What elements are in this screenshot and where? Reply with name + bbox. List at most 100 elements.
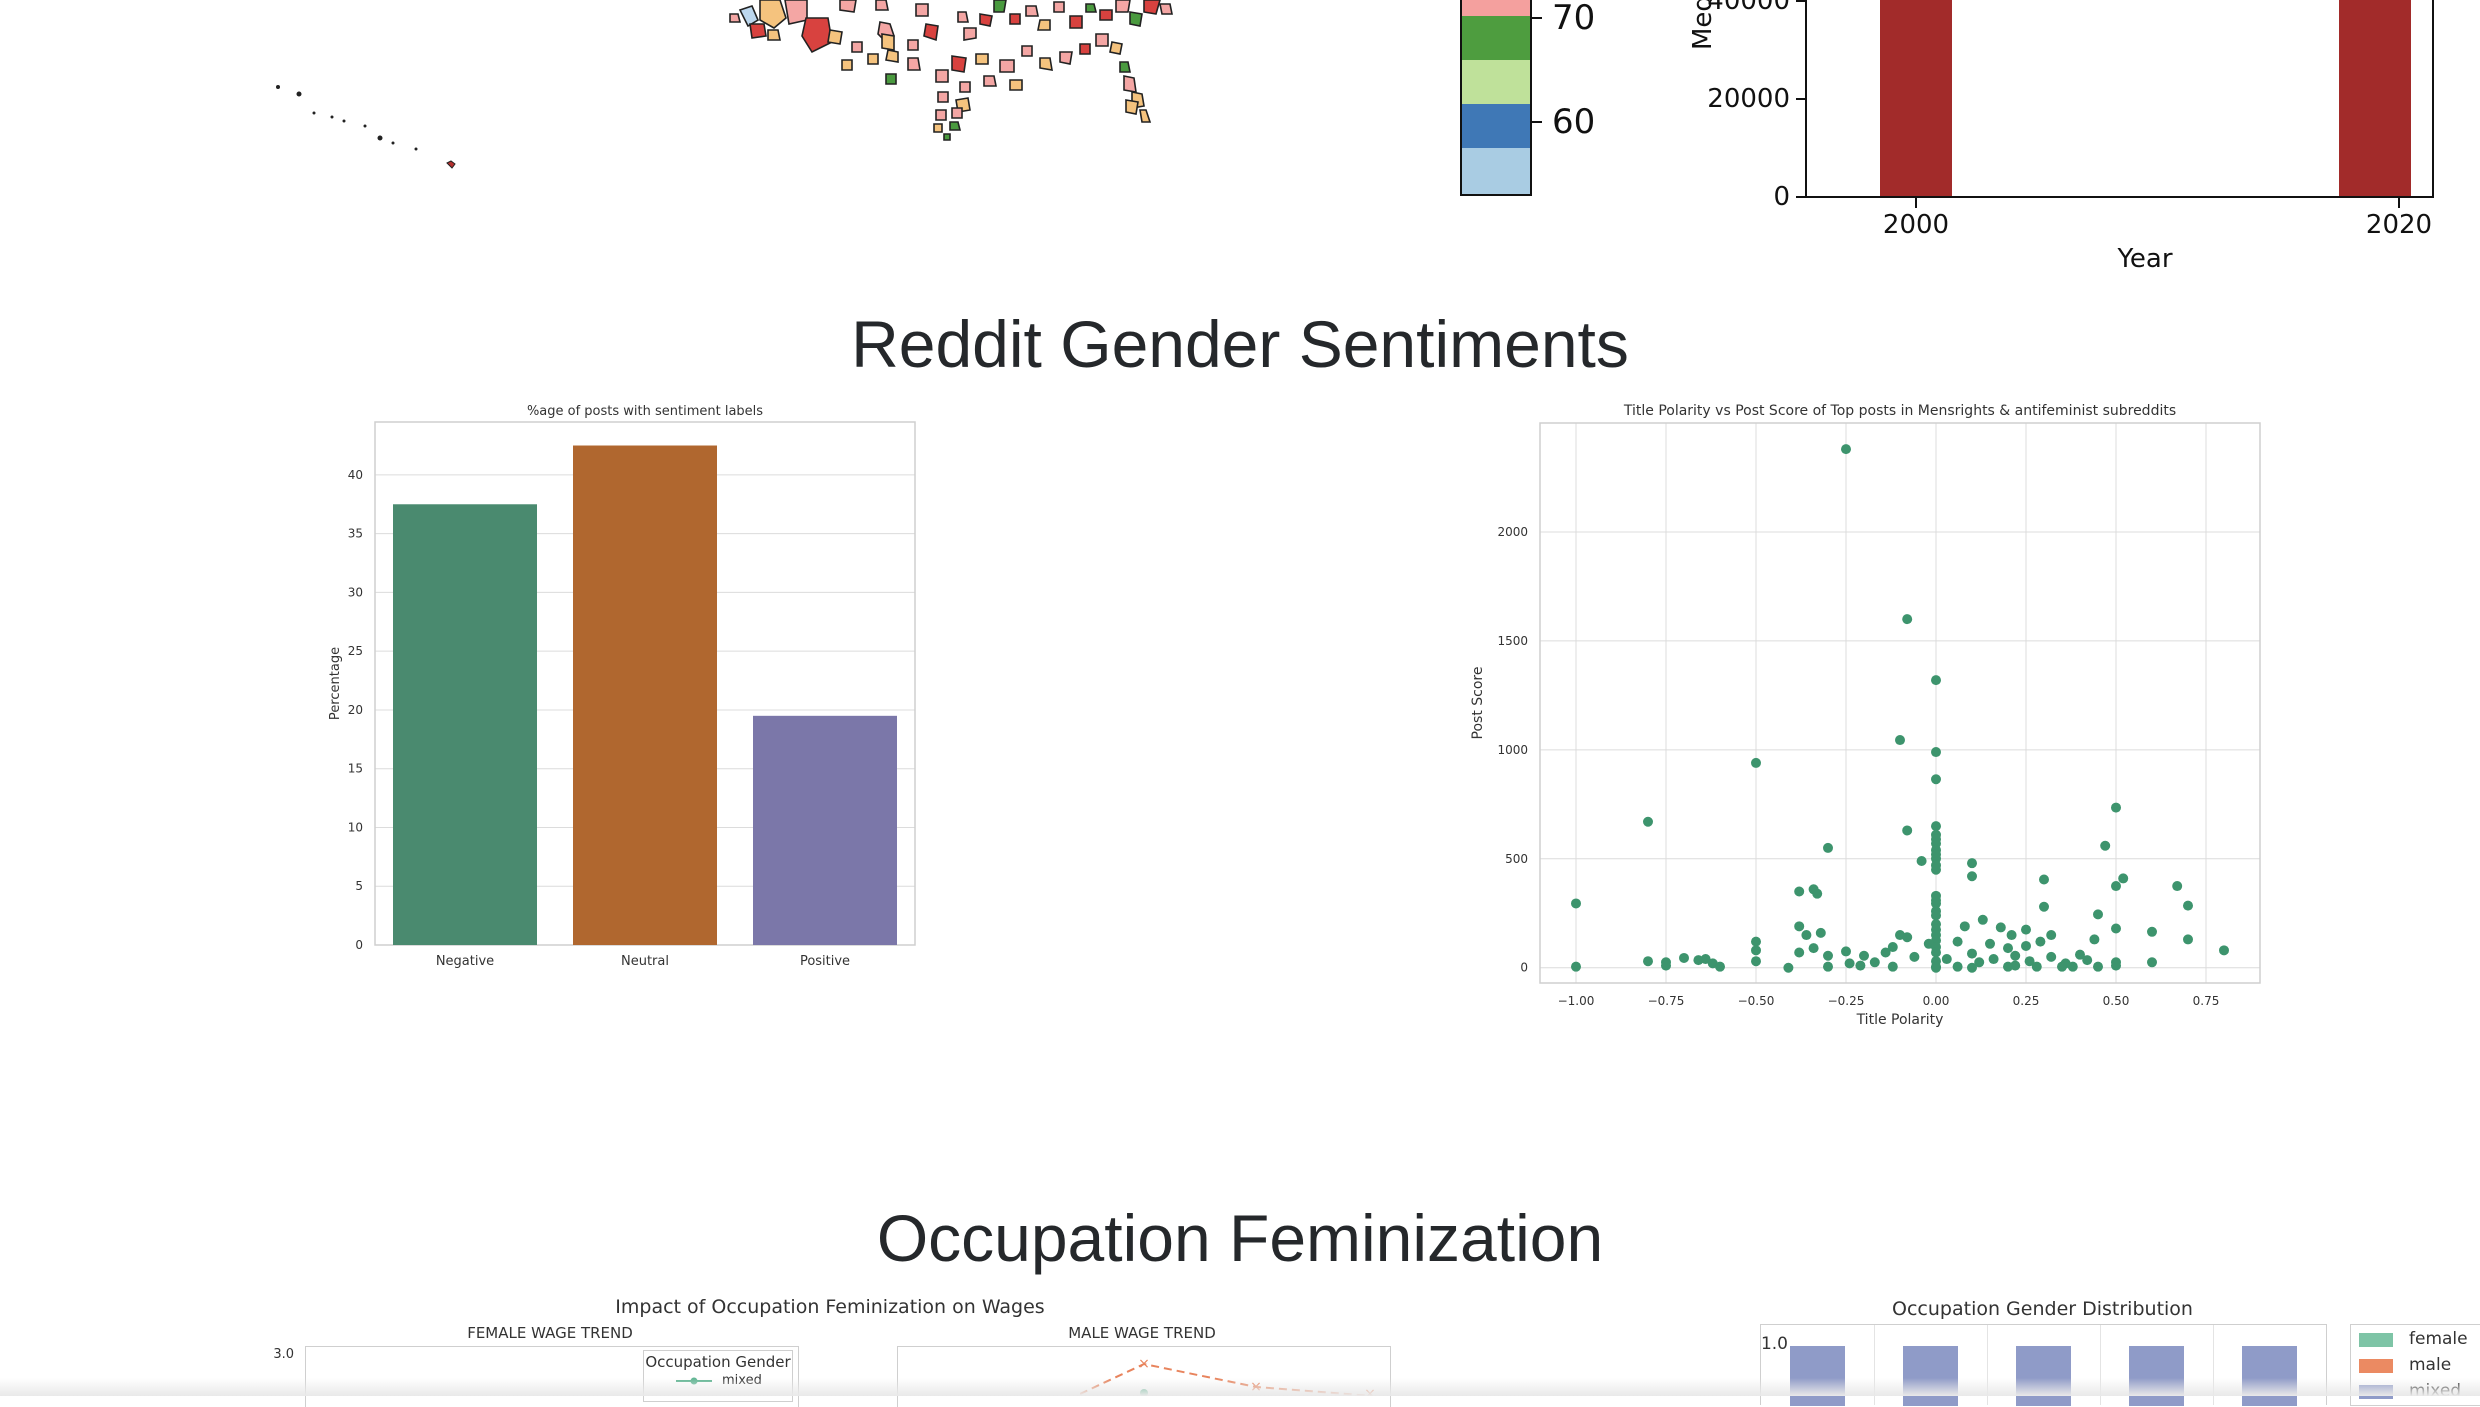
legend-label-male: male [2409, 1355, 2452, 1375]
colorbar-swatch [1462, 148, 1530, 194]
scatter-point [2021, 924, 2031, 935]
us-map-partial [276, 0, 1173, 169]
scatter-point [1931, 947, 1941, 958]
scatter-point [1679, 952, 1689, 963]
scatter-point [1967, 948, 1977, 959]
scatter-point [2111, 881, 2121, 892]
scatter-point [2067, 961, 2078, 972]
bar-chart-xtick: Positive [800, 954, 850, 969]
scatter-point [2183, 900, 2193, 911]
scatter-point [1941, 954, 1952, 965]
scatter-point [2075, 949, 2085, 960]
colorbar-tick-mark [1532, 121, 1542, 123]
legend-item-male: male [2351, 1354, 2480, 1380]
bar-neutral [573, 445, 717, 945]
scatter-ytick: 0 [1520, 961, 1528, 975]
wage-trend-title: Impact of Occupation Feminization on Wag… [615, 1296, 1045, 1318]
bar-chart-ytick: 25 [348, 644, 363, 658]
scatter-point [1812, 888, 1823, 899]
scatter-chart-title: Title Polarity vs Post Score of Top post… [1623, 403, 2176, 419]
occupation-dist-ytick: 1.0 [1760, 1334, 1788, 1354]
scatter-point [1643, 816, 1653, 827]
scatter-point [1571, 898, 1581, 909]
colorbar-swatch [1462, 104, 1530, 148]
scatter-point [2057, 961, 2067, 972]
scatter-xtick: 0.25 [2013, 994, 2040, 1008]
scatter-point [1988, 954, 1999, 965]
scatter-point [1794, 947, 1805, 958]
scatter-point [1931, 821, 1941, 832]
scatter-point [1841, 946, 1851, 957]
scatter-point [1995, 922, 2006, 933]
bar-positive [753, 715, 897, 945]
female-panel-title: FEMALE WAGE TREND [467, 1324, 633, 1342]
scatter-point [1751, 956, 1761, 967]
scatter-point [2006, 930, 2017, 941]
top-bar-xtickmark [1915, 198, 1917, 208]
top-bar-xtick: 2020 [2365, 210, 2433, 240]
bottom-scroll-edge [0, 1378, 2480, 1396]
legend-label-female: female [2409, 1329, 2468, 1349]
top-bar-axes [1805, 0, 2434, 198]
legend-item-female: female [2351, 1328, 2480, 1354]
scatter-point [1715, 961, 1725, 972]
scatter-point [1880, 947, 1891, 958]
hawaii-islands [276, 85, 456, 169]
scatter-point [2039, 874, 2049, 885]
polarity-scatter-chart: Title Polarity vs Post Score of Top post… [1470, 403, 2261, 1028]
scatter-xtick: −0.25 [1828, 994, 1865, 1008]
scatter-point [1859, 950, 1869, 961]
scatter-point [1967, 962, 1977, 973]
scatter-xtick: 0.50 [2103, 994, 2130, 1008]
scatter-xtick: 0.75 [2193, 994, 2220, 1008]
scatter-point [1931, 898, 1941, 909]
scatter-point [1794, 886, 1805, 897]
scatter-point [1967, 871, 1977, 882]
scatter-point [2147, 926, 2157, 937]
scatter-point [2100, 840, 2111, 851]
bar-chart-ytick: 40 [348, 468, 363, 482]
wage-legend-title: Occupation Gender [645, 1353, 791, 1371]
occupation-bar [1790, 1346, 1845, 1406]
scatter-point [1967, 858, 1977, 869]
scatter-point [1808, 943, 1819, 954]
scatter-point [1895, 735, 1905, 746]
scatter-point [1959, 921, 1970, 932]
bar-chart-ytick: 5 [355, 879, 363, 893]
scatter-point [1931, 910, 1941, 921]
scatter-point [1693, 955, 1704, 966]
colorbar-tick-label: 70 [1552, 0, 1596, 38]
scatter-point [1783, 962, 1794, 973]
top-bar-tickmark [1796, 196, 1806, 198]
scatter-xtick: −0.75 [1648, 994, 1685, 1008]
scatter-point [2031, 961, 2042, 972]
occupation-gridline [1987, 1325, 1988, 1405]
scatter-point [1869, 957, 1880, 968]
scatter-point [1844, 958, 1855, 969]
scatter-point [1931, 864, 1941, 875]
scatter-point [2010, 950, 2021, 961]
scatter-point [2046, 951, 2057, 962]
scatter-point [1661, 960, 1671, 971]
scatter-xtick: −1.00 [1558, 994, 1595, 1008]
top-bar-ytick: 20000 [1707, 84, 1790, 114]
scatter-point [1902, 932, 1913, 943]
scatter-point [2024, 956, 2035, 967]
scatter-ylabel: Post Score [1470, 667, 1486, 740]
occupation-bar [2016, 1346, 2071, 1406]
scatter-point [1751, 757, 1761, 768]
occupation-dist-title: Occupation Gender Distribution [1892, 1298, 2193, 1320]
section-title-occupation: Occupation Feminization [876, 1201, 1604, 1275]
scatter-point [1823, 842, 1833, 853]
scatter-frame [1539, 422, 2261, 984]
colorbar-swatch [1462, 0, 1530, 16]
scatter-point [1902, 825, 1913, 836]
scatter-point [2082, 955, 2093, 966]
scatter-point [2172, 881, 2183, 892]
scatter-point [1977, 914, 1988, 925]
scatter-point [1916, 855, 1927, 866]
bar-chart-ytick: 15 [348, 762, 363, 776]
top-bar-2020 [2339, 0, 2411, 196]
scatter-point [2147, 957, 2157, 968]
scatter-point [1801, 930, 1812, 941]
